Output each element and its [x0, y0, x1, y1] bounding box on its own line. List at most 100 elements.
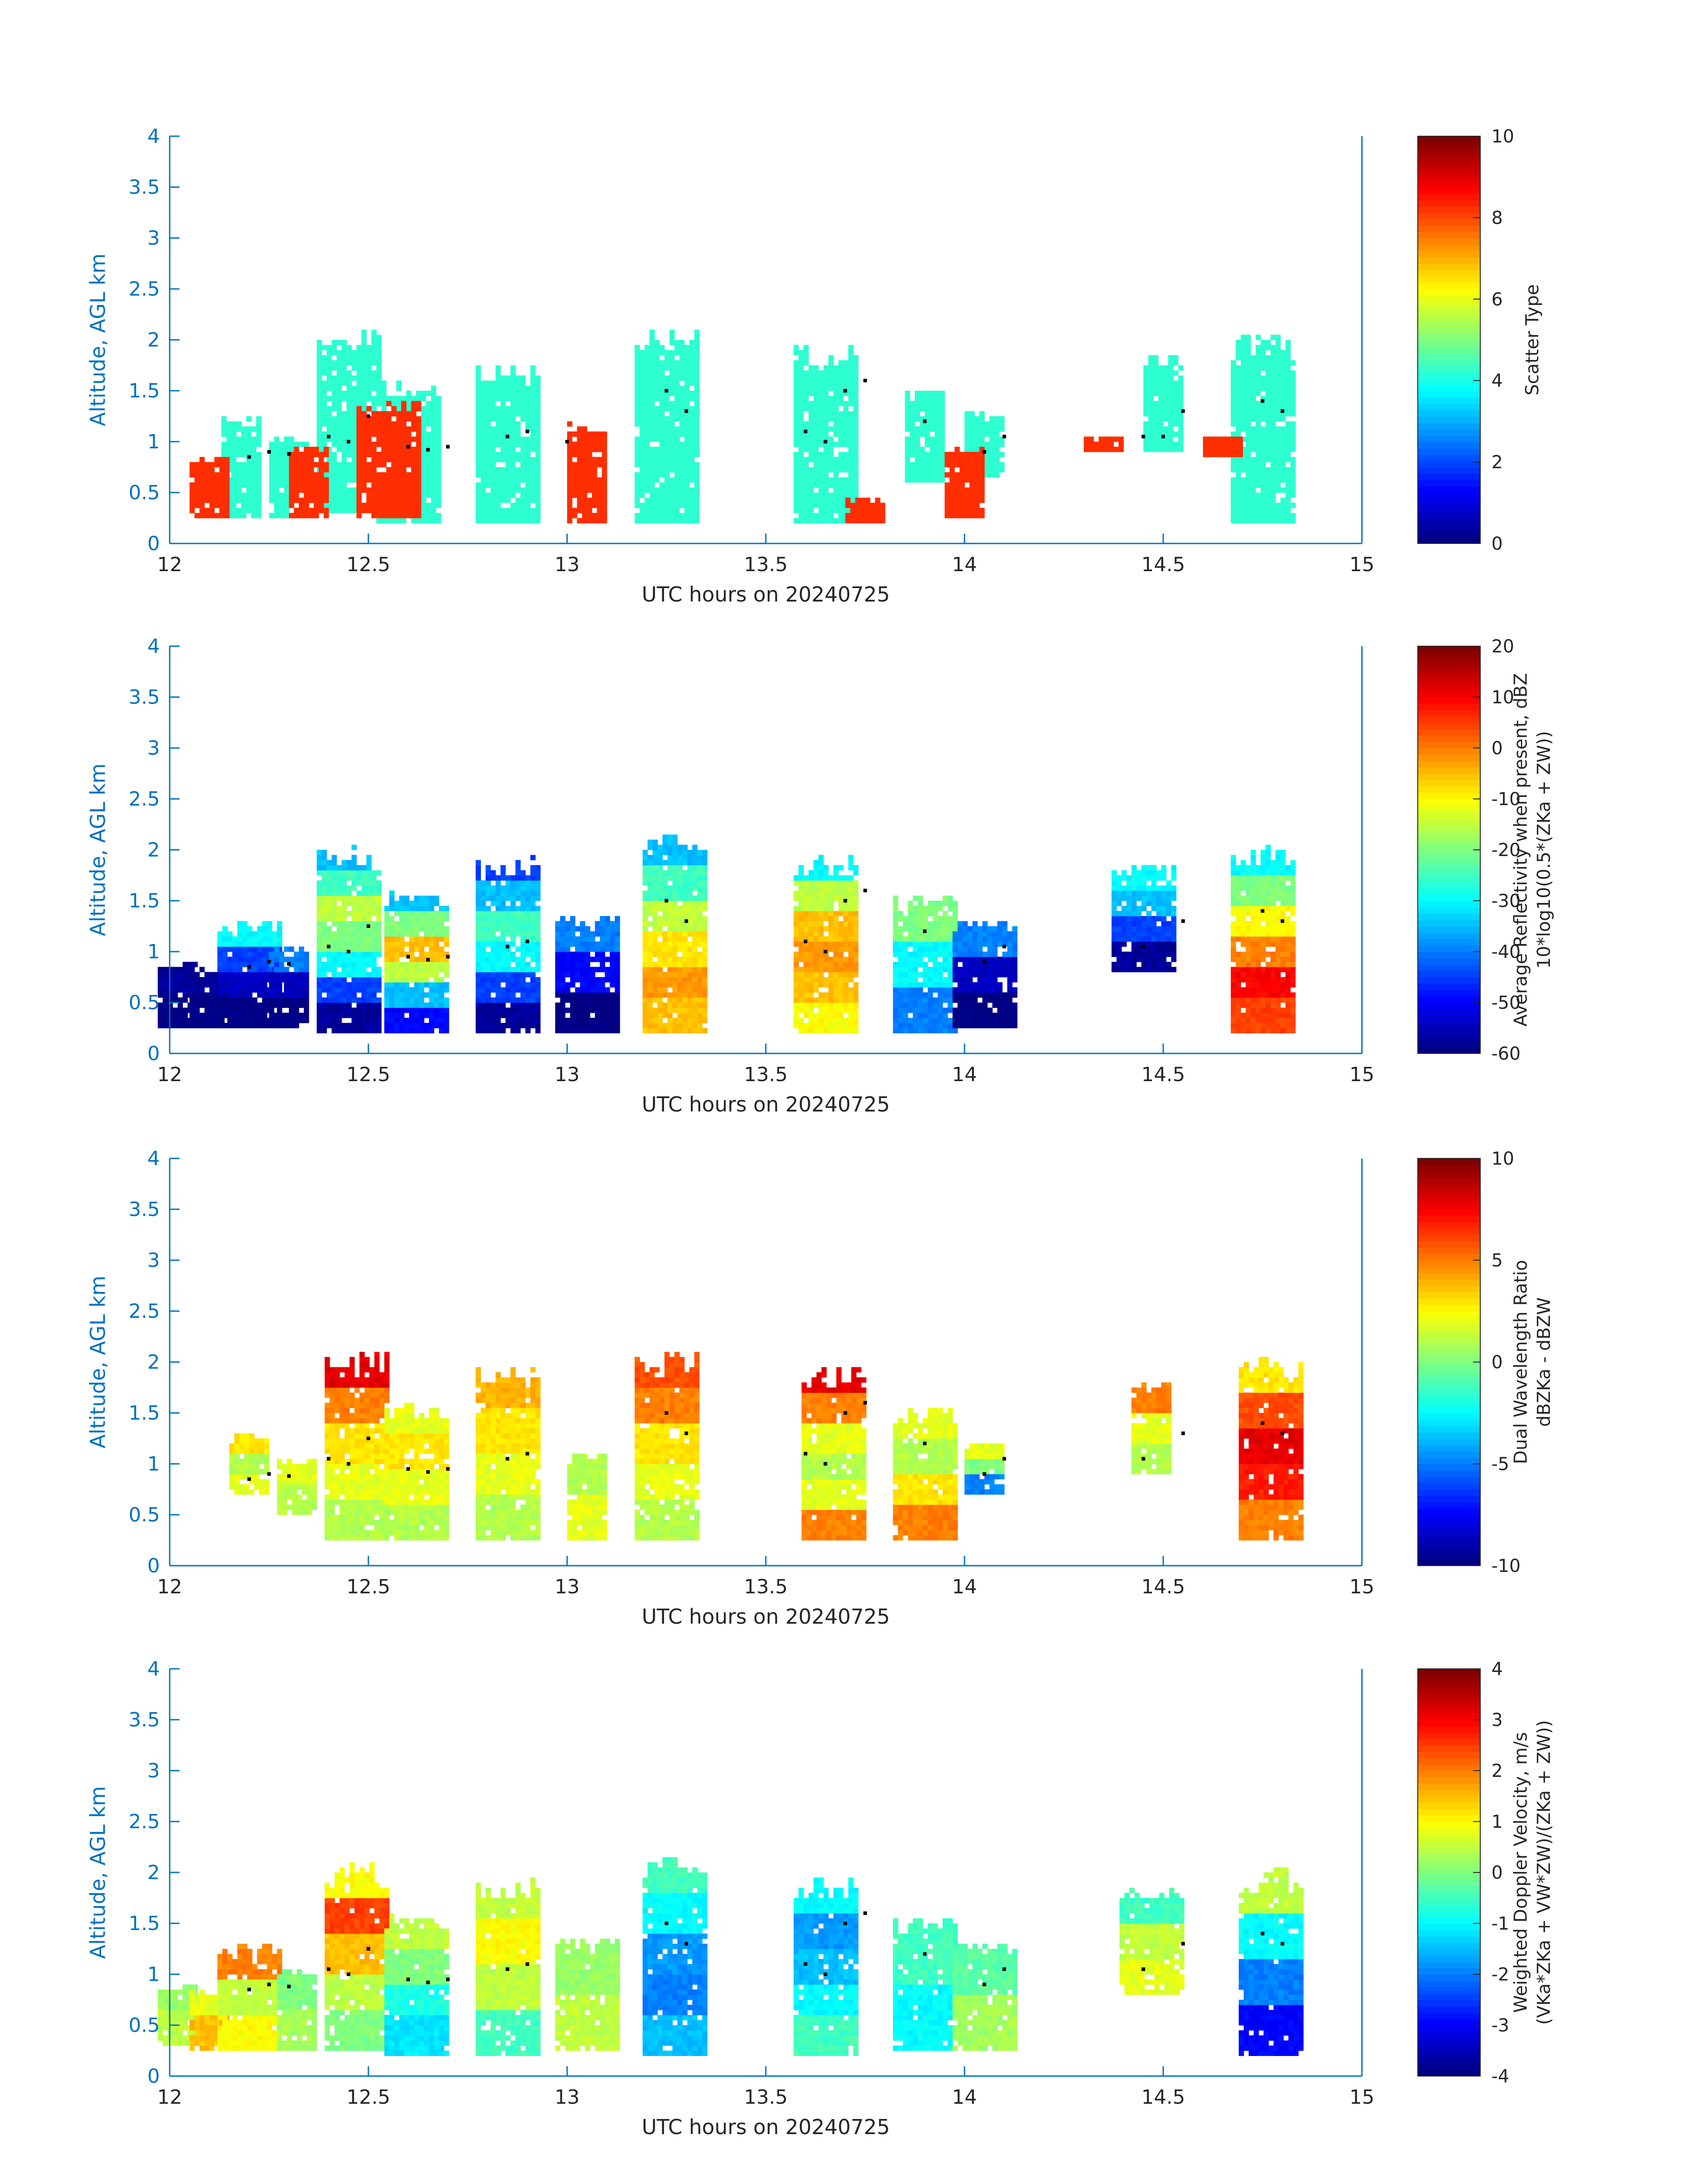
heatmap-cell	[480, 487, 486, 493]
heatmap-cell	[567, 451, 572, 457]
heatmap-cell	[644, 365, 650, 371]
heatmap-cell	[674, 447, 680, 452]
heatmap-cell	[525, 385, 531, 391]
heatmap-cell	[322, 860, 327, 865]
heatmap-cell	[485, 426, 491, 432]
heatmap-cell	[1148, 442, 1154, 447]
heatmap-cell	[323, 497, 329, 503]
heatmap-cell	[954, 472, 960, 478]
heatmap-cell	[654, 493, 660, 498]
heatmap-cell	[416, 426, 422, 432]
heatmap-cell	[510, 502, 516, 508]
heatmap-cell	[236, 447, 242, 452]
heatmap-cell	[1270, 380, 1276, 386]
heatmap-cell	[838, 487, 844, 493]
heatmap-cell	[1236, 345, 1241, 351]
heatmap-cell	[322, 370, 327, 376]
heatmap-cell	[376, 1028, 382, 1033]
heatmap-cell	[798, 426, 804, 432]
heatmap-cell	[1265, 457, 1271, 463]
heatmap-cell	[394, 1003, 400, 1008]
heatmap-cell	[520, 493, 526, 498]
heatmap-cell	[1261, 401, 1266, 406]
heatmap-cell	[1098, 442, 1104, 447]
heatmap-cell	[376, 885, 382, 891]
heatmap-cell	[848, 487, 854, 493]
heatmap-cell	[351, 936, 357, 942]
heatmap-cell	[331, 901, 337, 906]
heatmap-cell	[1255, 375, 1261, 381]
heatmap-cell	[525, 451, 531, 457]
heatmap-cell	[386, 508, 392, 514]
heatmap-cell	[689, 467, 695, 472]
heatmap-cell	[649, 447, 655, 452]
colorbar-segment	[1418, 333, 1480, 340]
heatmap-cell	[317, 880, 322, 886]
heatmap-cell	[336, 946, 342, 952]
heatmap-cell	[994, 431, 1000, 437]
heatmap-cell	[274, 952, 280, 957]
heatmap-cell	[289, 482, 294, 488]
heatmap-cell	[336, 895, 342, 901]
heatmap-cell	[515, 482, 521, 488]
heatmap-cell	[384, 911, 390, 916]
heatmap-cell	[664, 385, 670, 391]
heatmap-cell	[808, 508, 814, 514]
heatmap-cell	[515, 451, 521, 457]
cloud-top-marker	[863, 379, 867, 383]
heatmap-cell	[949, 487, 955, 493]
heatmap-cell	[341, 941, 347, 947]
heatmap-cell	[257, 967, 263, 973]
heatmap-cell	[317, 997, 322, 1003]
heatmap-cell	[356, 1003, 362, 1008]
heatmap-cell	[1098, 447, 1104, 452]
cloud-top-marker	[664, 389, 668, 393]
heatmap-cell	[396, 421, 401, 427]
heatmap-cell	[954, 502, 960, 508]
heatmap-cell	[476, 375, 481, 381]
heatmap-cell	[304, 967, 309, 973]
heatmap-cell	[905, 411, 910, 417]
heatmap-cell	[1285, 457, 1291, 463]
heatmap-cell	[808, 477, 814, 483]
colorbar-segment	[1418, 511, 1480, 518]
heatmap-cell	[525, 472, 531, 478]
heatmap-cell	[500, 472, 506, 478]
heatmap-cell	[644, 401, 650, 406]
heatmap-cell	[1280, 370, 1286, 376]
heatmap-cell	[371, 396, 377, 401]
heatmap-cell	[431, 482, 436, 488]
heatmap-cell	[209, 467, 215, 472]
heatmap-cell	[818, 375, 824, 381]
heatmap-cell	[323, 482, 329, 488]
heatmap-cell	[505, 411, 511, 417]
heatmap-cell	[1261, 513, 1266, 518]
heatmap-cell	[366, 982, 372, 988]
heatmap-cell	[649, 493, 655, 498]
heatmap-cell	[1265, 482, 1271, 488]
heatmap-cell	[1153, 416, 1159, 422]
heatmap-cell	[649, 436, 655, 442]
heatmap-cell	[669, 431, 675, 437]
heatmap-cell	[284, 502, 289, 508]
heatmap-cell	[500, 442, 506, 447]
heatmap-cell	[813, 518, 819, 523]
heatmap-cell	[386, 411, 392, 417]
heatmap-cell	[684, 467, 690, 472]
heatmap-cell	[326, 508, 332, 514]
heatmap-cell	[222, 952, 228, 957]
heatmap-cell	[485, 406, 491, 412]
heatmap-cell	[227, 977, 233, 982]
heatmap-cell	[1228, 436, 1233, 442]
x-tick-label: 14.5	[1141, 553, 1185, 576]
heatmap-cell	[984, 431, 990, 437]
heatmap-cell	[1275, 380, 1281, 386]
heatmap-cell	[371, 431, 377, 437]
heatmap-cell	[224, 497, 230, 503]
heatmap-cell	[654, 385, 660, 391]
heatmap-cell	[679, 360, 685, 366]
heatmap-cell	[279, 513, 284, 518]
heatmap-cell	[582, 472, 588, 478]
heatmap-cell	[1143, 421, 1149, 427]
heatmap-cell	[649, 385, 655, 391]
